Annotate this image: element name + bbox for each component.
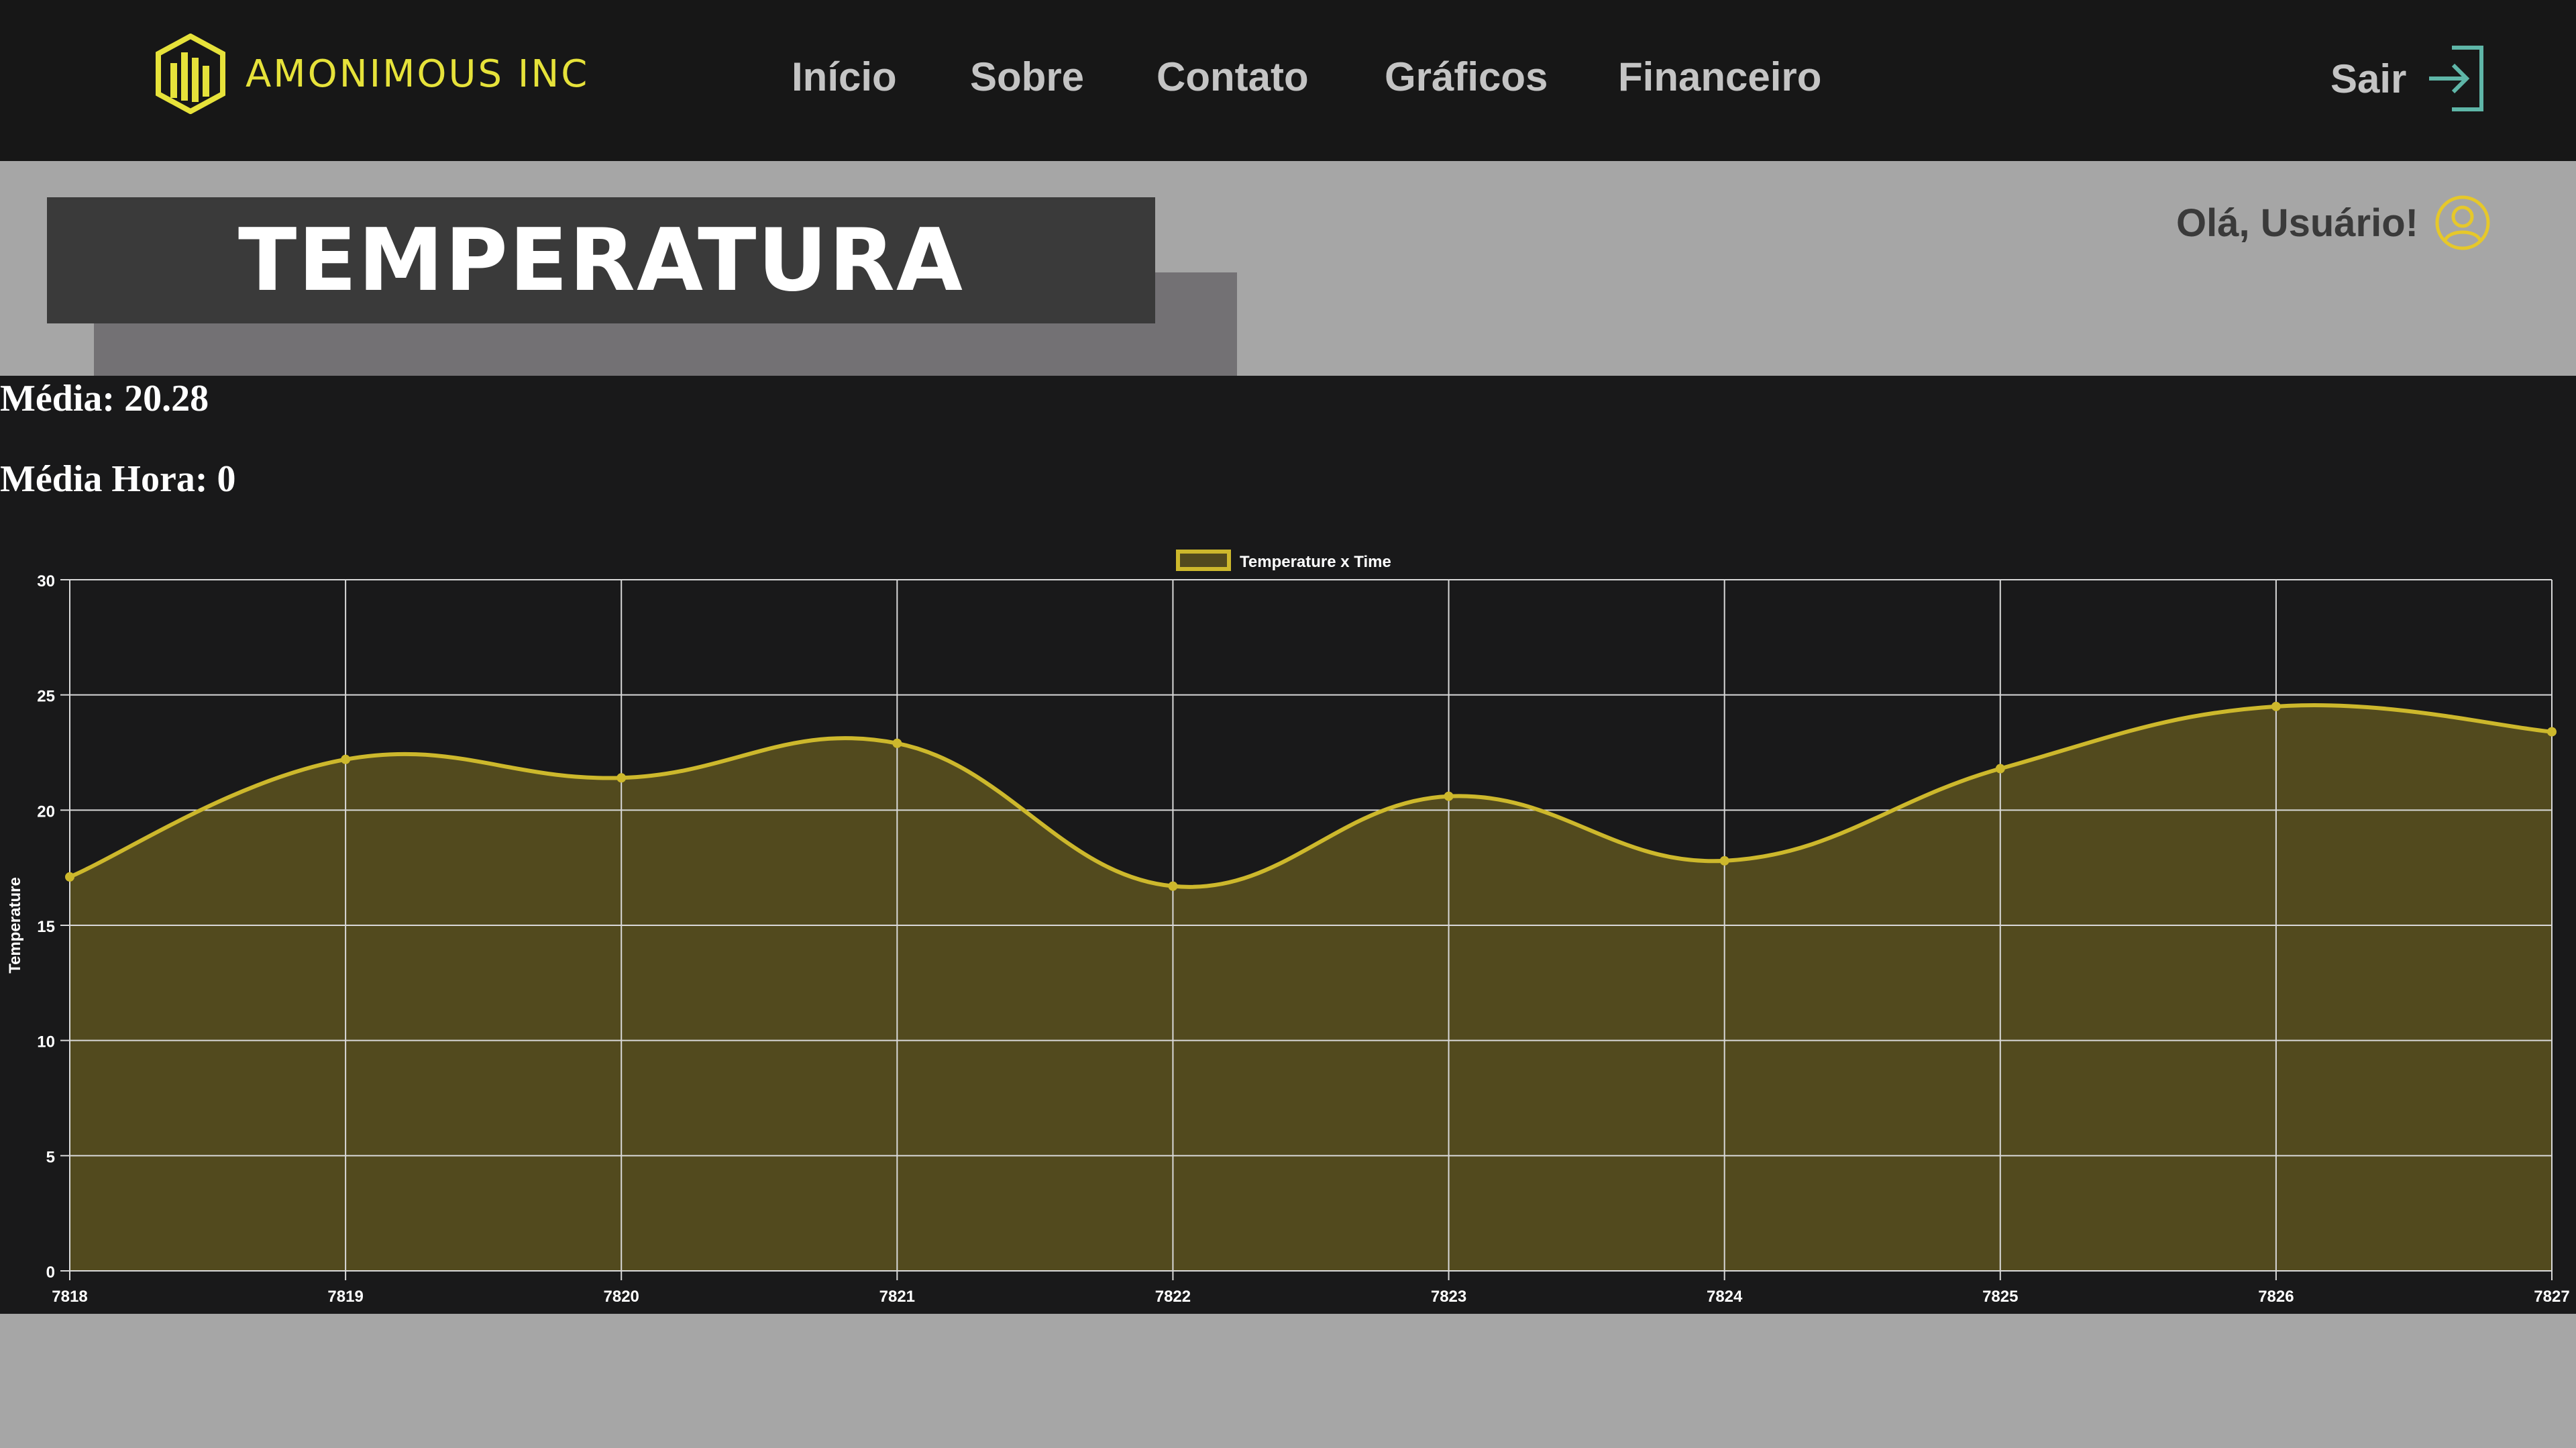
x-tick-label: 7823 [1431,1288,1466,1306]
x-tick-label: 7824 [1707,1288,1743,1306]
legend-swatch [1176,550,1231,571]
data-point [341,754,351,764]
brand-name: AMONIMOUS INC [246,52,590,96]
page-title: TEMPERATURA [238,210,964,311]
nav-item-sobre[interactable]: Sobre [970,54,1085,99]
x-tick-label: 7818 [52,1288,87,1306]
brand-logo[interactable]: AMONIMOUS INC [156,34,589,114]
x-tick-label: 7826 [2258,1288,2294,1306]
y-axis-label: Temperature [6,877,24,974]
y-tick-label: 0 [46,1263,55,1282]
temperature-line [68,703,2553,889]
nav-item-financeiro[interactable]: Financeiro [1618,54,1822,99]
nav-item-graficos[interactable]: Gráficos [1385,54,1548,99]
y-tick-label: 25 [37,688,55,706]
x-tick-label: 7820 [604,1288,639,1306]
x-tick-label: 7822 [1155,1288,1191,1306]
page-title-box: TEMPERATURA [47,197,1155,323]
x-tick-label: 7825 [1982,1288,2018,1306]
data-point [892,738,902,748]
data-point [1168,881,1178,891]
x-tick-label: 7827 [2534,1288,2569,1306]
top-navigation-bar: AMONIMOUS INC Início Sobre Contato Gráfi… [0,0,2576,161]
x-tick-label: 7821 [879,1288,915,1306]
logout-arrow-icon [2429,46,2484,111]
average-stat: Média: 20.28 [0,378,209,419]
building-logo-icon [156,34,225,114]
data-point [65,872,74,882]
data-point [616,773,627,783]
user-circle-icon[interactable] [2434,195,2491,251]
legend-label: Temperature x Time [1240,553,1391,571]
temperature-area-fill [70,705,2552,1271]
greeting-text: Olá, Usuário! [2176,201,2418,245]
hourly-average-stat: Média Hora: 0 [0,458,236,500]
y-tick-label: 5 [46,1148,55,1166]
y-tick-label: 15 [37,918,55,936]
temperature-chart: 0 5 10 15 20 25 30 7818 7819 7820 7821 7822 7823 7824… [6,550,2570,1306]
nav-item-inicio[interactable]: Início [792,54,897,99]
data-point [2547,727,2557,737]
y-tick-label: 20 [37,803,55,821]
user-greeting: Olá, Usuário! [2176,189,2491,256]
logout-label: Sair [2330,56,2407,101]
logout-button[interactable]: Sair [2330,42,2485,115]
nav-item-contato[interactable]: Contato [1157,54,1309,99]
data-point [2271,701,2281,711]
x-tick-label: 7819 [327,1288,363,1306]
y-tick-label: 10 [37,1033,55,1051]
data-point [1444,791,1454,801]
data-point [1995,764,2005,774]
y-tick-label: 30 [37,572,55,590]
data-point [1719,856,1729,866]
